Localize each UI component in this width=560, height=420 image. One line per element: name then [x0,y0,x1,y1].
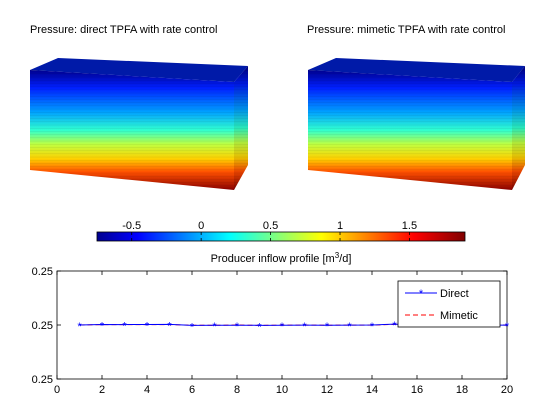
inflow-chart: Producer inflow profile [m3/d] 0 2 4 6 8 10 12… [32,251,514,396]
direct-data-point: * [505,321,510,333]
x-tick-label: 4 [144,384,150,396]
x-tick-label: 8 [234,384,240,396]
right-pressure-cube [308,58,525,190]
direct-data-point: * [212,321,217,333]
x-tick-label: 16 [411,384,423,396]
y-tick-label: 0.25 [32,266,53,278]
chart-title: Producer inflow profile [m3/d] [211,251,352,265]
legend-mimetic-label: Mimetic [440,310,478,322]
y-tick-label: 0.25 [32,320,53,332]
direct-data-point: * [167,320,172,332]
colorbar-tick-label: 0 [198,220,204,232]
x-tick-label: 12 [321,384,333,396]
direct-data-point: * [77,321,82,333]
direct-data-point: * [145,320,150,332]
y-tick-label: 0.25 [32,374,53,386]
legend: * Direct Mimetic [397,280,501,328]
direct-data-point: * [280,321,285,333]
left-pressure-cube [30,58,248,190]
direct-data-point: * [235,321,240,333]
x-tick-label: 6 [189,384,195,396]
direct-data-point: * [325,321,330,333]
colorbar-tick-label: 0.5 [263,220,278,232]
direct-data-point: * [190,321,195,333]
left-cube-top [30,58,248,82]
colorbar-tick-label: 1 [337,220,343,232]
colorbar-gradient [96,231,466,242]
x-tick-label: 18 [456,384,468,396]
direct-data-point: * [347,321,352,333]
x-tick-label: 2 [99,384,105,396]
x-tick-label: 0 [54,384,60,396]
legend-direct-marker: * [419,288,424,300]
direct-data-point: * [100,320,105,332]
right-cube-top [308,58,525,82]
x-tick-label: 14 [366,384,378,396]
legend-box [397,280,501,328]
right-panel-title: Pressure: mimetic TPFA with rate control [307,24,506,36]
direct-data-point: * [392,320,397,332]
direct-data-point: * [122,321,127,333]
left-panel-title: Pressure: direct TPFA with rate control [30,24,218,36]
direct-data-point: * [302,321,307,333]
colorbar: -0.5 0 0.5 1 1.5 [96,220,466,242]
colorbar-tick-label: -0.5 [122,220,141,232]
direct-data-point: * [370,321,375,333]
x-tick-label: 20 [501,384,513,396]
colorbar-tick-label: 1.5 [402,220,417,232]
direct-data-point: * [257,321,262,333]
legend-direct-label: Direct [440,288,469,300]
x-tick-label: 10 [276,384,288,396]
